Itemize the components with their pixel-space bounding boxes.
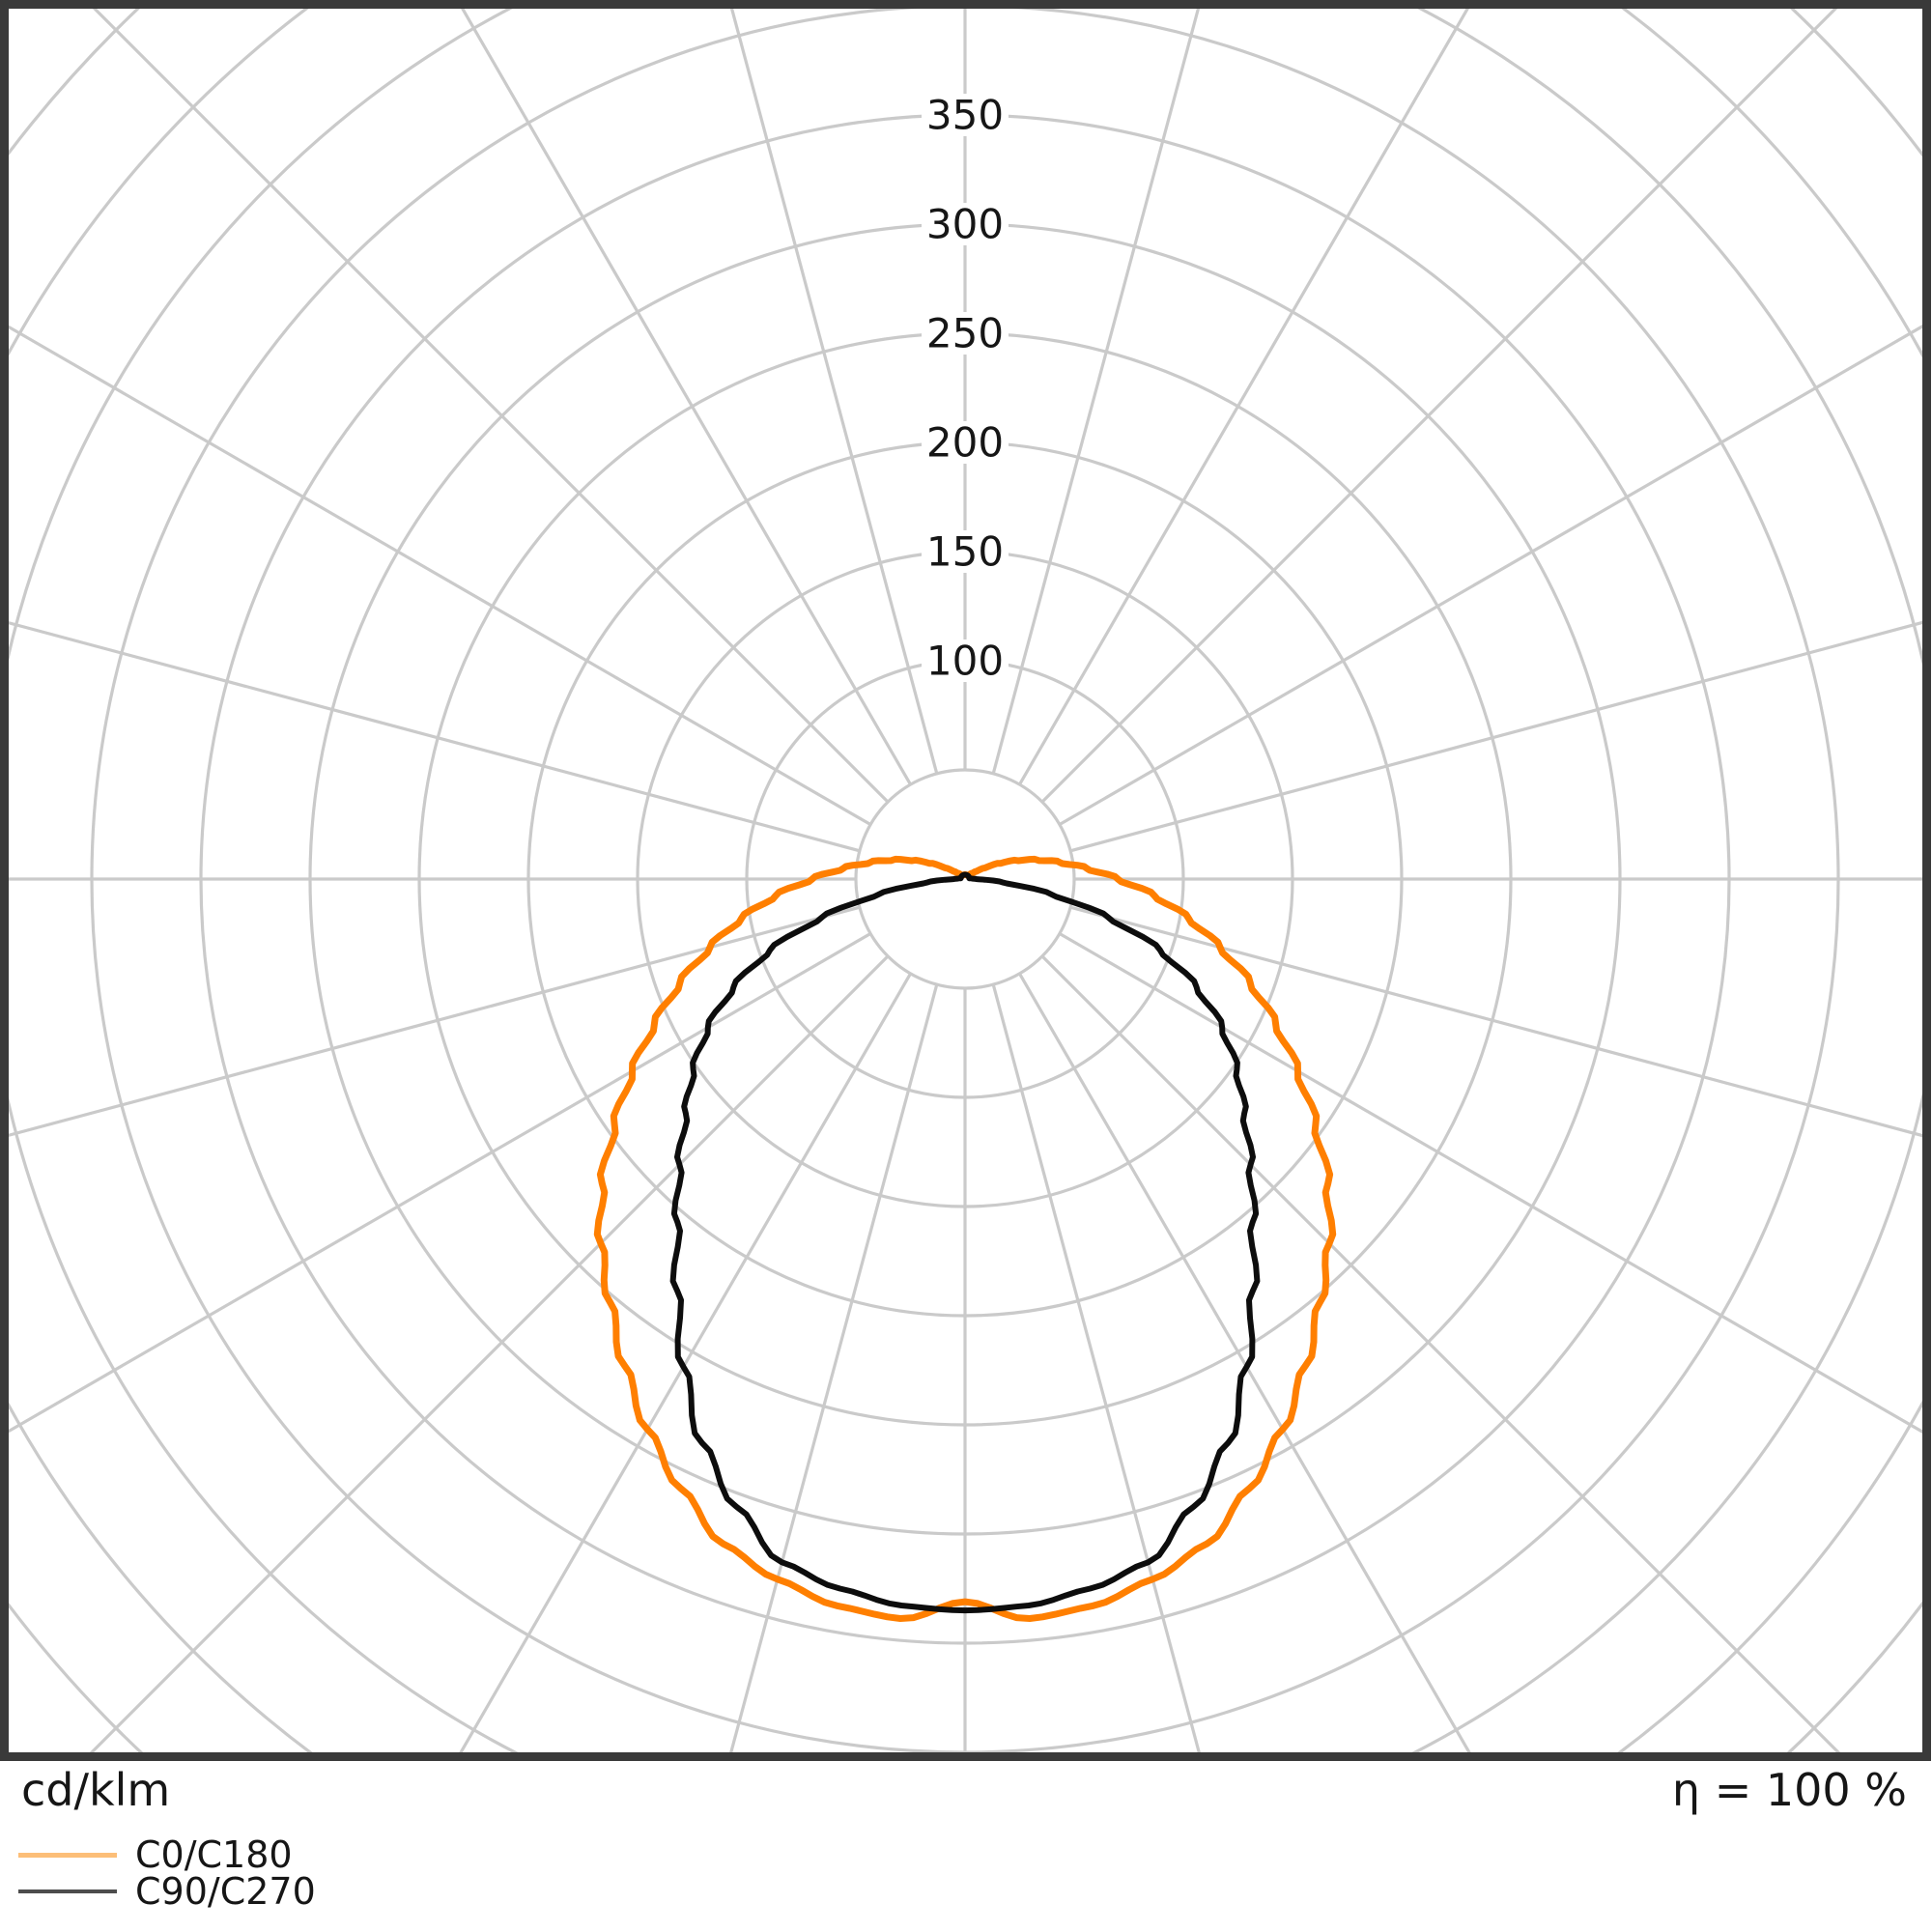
units-label: cd/klm	[21, 1764, 171, 1816]
legend-line-c0-c180-icon	[18, 1852, 117, 1858]
legend-label-c0-c180: C0/C180	[135, 1833, 293, 1876]
svg-text:200: 200	[926, 419, 1004, 467]
legend: C0/C180 C90/C270	[18, 1836, 316, 1910]
svg-text:350: 350	[926, 92, 1004, 139]
svg-text:300: 300	[926, 201, 1004, 248]
svg-text:150: 150	[926, 528, 1004, 576]
svg-text:250: 250	[926, 310, 1004, 357]
legend-label-c90-c270: C90/C270	[135, 1870, 316, 1913]
legend-line-c90-c270-icon	[18, 1889, 117, 1893]
efficiency-label: η = 100 %	[1671, 1764, 1907, 1816]
legend-item-c0-c180: C0/C180	[18, 1836, 316, 1873]
legend-item-c90-c270: C90/C270	[18, 1873, 316, 1910]
svg-text:100: 100	[926, 638, 1004, 685]
